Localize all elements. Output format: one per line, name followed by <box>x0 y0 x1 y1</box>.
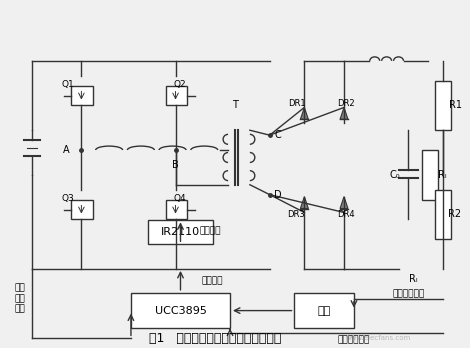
Text: Rₗ: Rₗ <box>438 170 446 180</box>
Text: T: T <box>232 101 238 110</box>
Polygon shape <box>300 197 308 208</box>
Text: 電壓反饋信號: 電壓反饋信號 <box>392 289 424 298</box>
Bar <box>148 220 213 244</box>
Text: Rₗ: Rₗ <box>409 274 418 284</box>
Text: Q2: Q2 <box>173 80 186 89</box>
Text: 移相信號: 移相信號 <box>202 276 223 285</box>
Bar <box>165 200 188 220</box>
Polygon shape <box>340 108 348 119</box>
Text: Q3: Q3 <box>61 194 74 203</box>
Bar <box>435 81 451 130</box>
Text: A: A <box>63 145 70 155</box>
Text: R2: R2 <box>448 209 462 220</box>
Polygon shape <box>300 108 308 119</box>
Bar <box>295 293 354 329</box>
Bar <box>71 200 93 220</box>
Text: Q1: Q1 <box>61 80 74 89</box>
Text: DR1: DR1 <box>288 99 305 108</box>
Text: 光耦: 光耦 <box>318 306 331 316</box>
Text: IR2110: IR2110 <box>161 227 200 237</box>
Text: 電壓給定信號: 電壓給定信號 <box>338 336 370 345</box>
Bar <box>71 86 93 105</box>
Text: UCC3895: UCC3895 <box>155 306 206 316</box>
Bar <box>435 190 451 239</box>
Text: DR2: DR2 <box>337 99 355 108</box>
Text: B: B <box>172 160 179 170</box>
Bar <box>423 150 438 200</box>
Text: DR3: DR3 <box>288 210 306 219</box>
Bar <box>131 293 230 329</box>
Polygon shape <box>340 197 348 208</box>
Text: Q4: Q4 <box>173 194 186 203</box>
Bar <box>165 86 188 105</box>
Text: 過流
保護
信號: 過流 保護 信號 <box>15 284 25 314</box>
Text: D: D <box>274 190 282 200</box>
Text: DR4: DR4 <box>337 210 355 219</box>
Text: R1: R1 <box>448 101 462 110</box>
Text: C: C <box>274 130 281 140</box>
Text: 驅動信號: 驅動信號 <box>199 227 221 236</box>
Text: 图1   移相式全橋電源控制器的設計圖: 图1 移相式全橋電源控制器的設計圖 <box>149 332 282 345</box>
Text: www.elecfans.com: www.elecfans.com <box>346 335 411 341</box>
Text: C₀: C₀ <box>389 170 400 180</box>
